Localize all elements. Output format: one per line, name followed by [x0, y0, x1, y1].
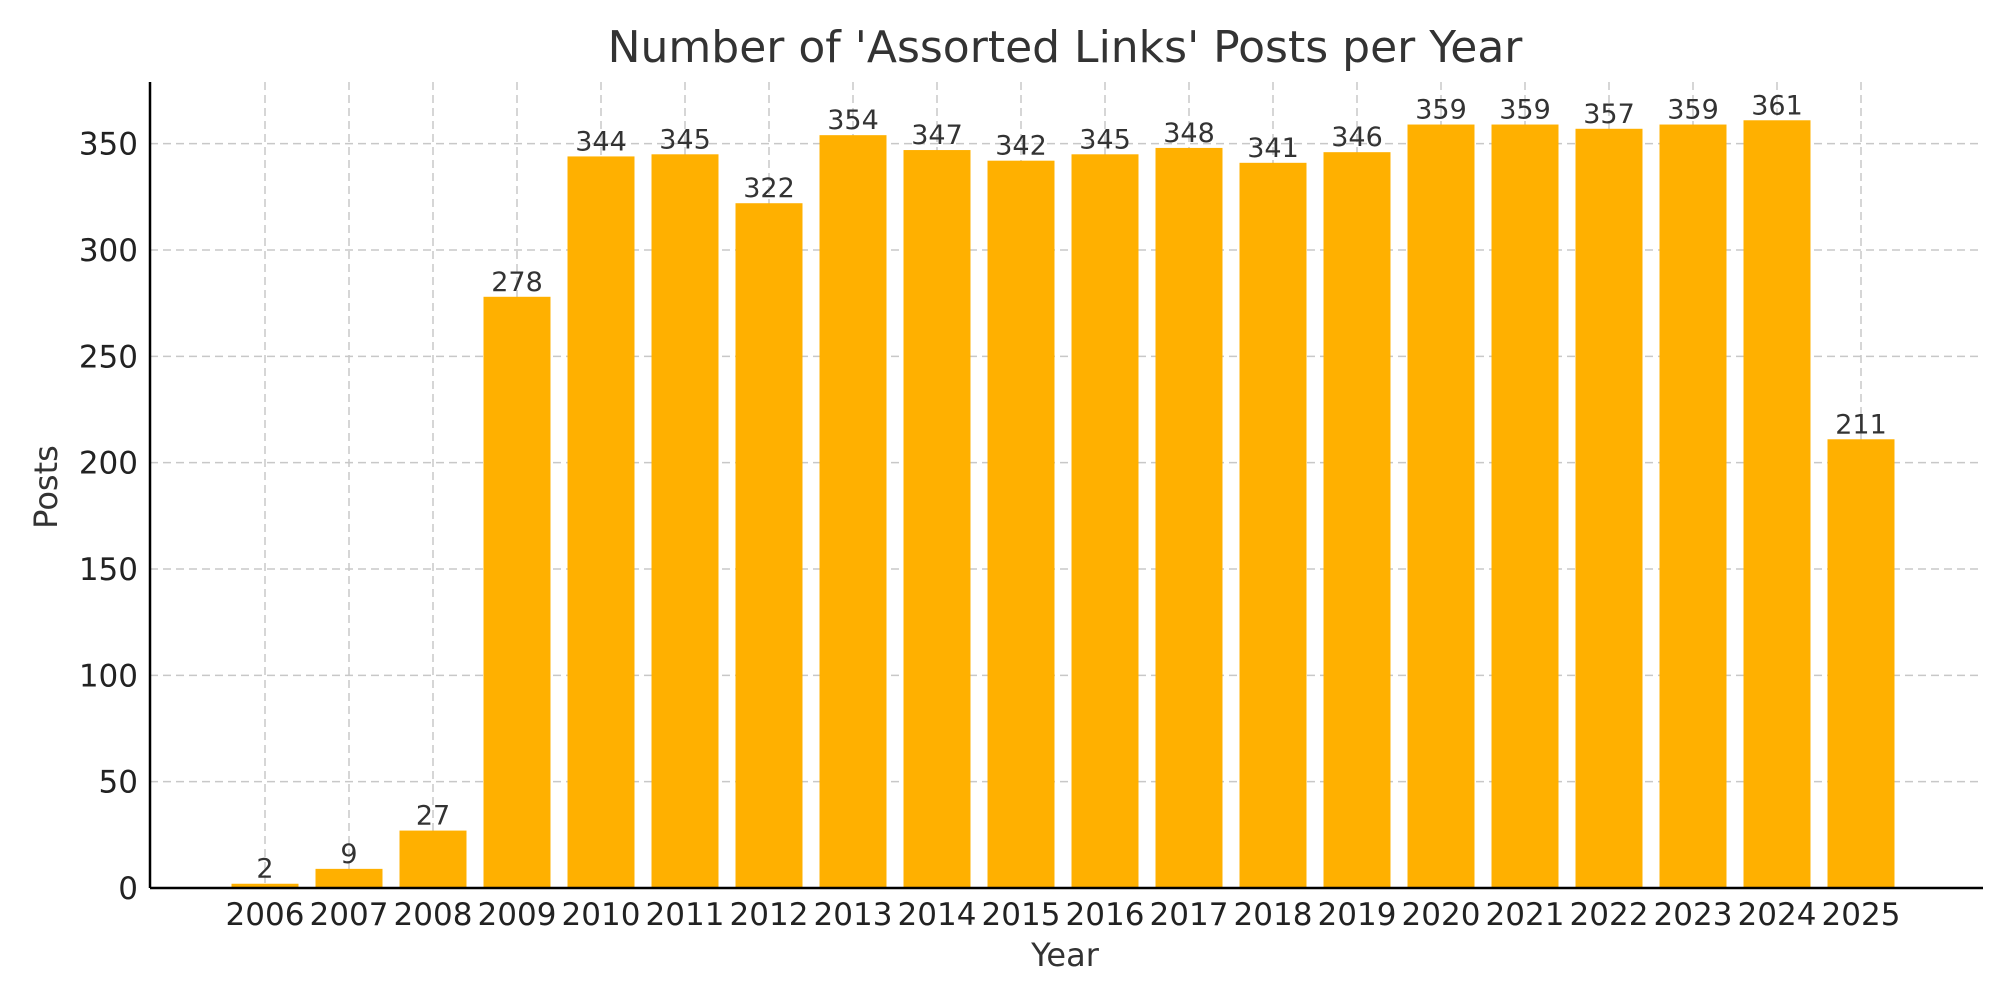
bar-2013	[819, 135, 887, 888]
x-tick-label-2025: 2025	[1822, 897, 1901, 933]
x-axis-label: Year	[1030, 936, 1100, 974]
x-tick-label-2017: 2017	[1150, 897, 1229, 933]
y-tick-label: 250	[79, 339, 138, 375]
bar-2020	[1407, 124, 1475, 889]
axes	[148, 82, 1983, 890]
data-label-2025: 211	[1835, 409, 1887, 440]
x-tick-label-2006: 2006	[226, 897, 305, 933]
data-label-2011: 345	[659, 124, 711, 155]
bar-2021	[1491, 124, 1559, 889]
data-label-2006: 2	[256, 854, 273, 885]
bar-2006	[231, 883, 299, 888]
x-tick-label-2024: 2024	[1738, 897, 1817, 933]
bar-2019	[1323, 152, 1391, 888]
x-tick-label-2020: 2020	[1402, 897, 1481, 933]
bars	[231, 120, 1895, 889]
bar-2011	[651, 154, 719, 888]
bar-2017	[1155, 147, 1223, 888]
bar-2022	[1575, 128, 1643, 889]
y-tick-label: 350	[79, 127, 138, 163]
data-label-2022: 357	[1583, 99, 1635, 130]
x-tick-label-2014: 2014	[898, 897, 977, 933]
data-label-2018: 341	[1247, 133, 1299, 164]
x-tick-label-2012: 2012	[730, 897, 809, 933]
y-tick-label: 200	[79, 446, 138, 482]
y-tick-label: 50	[99, 765, 138, 801]
data-label-2008: 27	[416, 801, 450, 832]
data-label-2023: 359	[1667, 95, 1719, 126]
chart-title: Number of 'Assorted Links' Posts per Yea…	[608, 22, 1524, 73]
data-label-2024: 361	[1751, 90, 1803, 121]
data-label-2009: 278	[491, 267, 543, 298]
bar-2015	[987, 160, 1055, 888]
x-tick-label-2021: 2021	[1486, 897, 1565, 933]
x-tick-label-2015: 2015	[982, 897, 1061, 933]
data-label-2021: 359	[1499, 95, 1551, 126]
y-tick-labels: 0 50 100 150 200 250 300 350	[79, 127, 138, 907]
bar-2012	[735, 203, 803, 888]
y-tick-label: 100	[79, 658, 138, 694]
y-tick-label: 0	[118, 871, 138, 907]
data-label-2007: 9	[340, 839, 357, 870]
bar-2025	[1827, 439, 1895, 888]
x-tick-label-2023: 2023	[1654, 897, 1733, 933]
data-label-2017: 348	[1163, 118, 1215, 149]
data-label-2012: 322	[743, 173, 795, 204]
x-tick-label-2018: 2018	[1234, 897, 1313, 933]
data-label-2019: 346	[1331, 122, 1383, 153]
data-labels: 2 9 27 278 344 345 322 354 347 342 345 348 341 346 359…	[256, 90, 1886, 884]
x-tick-label-2013: 2013	[814, 897, 893, 933]
x-tick-labels: 2006 2007 2008 2009 2010 2011 2012 2013 2014 2015…	[226, 897, 1901, 933]
y-tick-label: 150	[79, 552, 138, 588]
x-tick-label-2010: 2010	[562, 897, 641, 933]
bar-2007	[315, 868, 383, 888]
bar-2018	[1239, 162, 1307, 888]
data-label-2014: 347	[911, 120, 963, 151]
data-label-2013: 354	[827, 105, 879, 136]
x-tick-label-2009: 2009	[478, 897, 557, 933]
bar-2024	[1743, 120, 1811, 889]
y-axis-label: Posts	[27, 445, 65, 529]
x-tick-label-2007: 2007	[310, 897, 389, 933]
x-tick-label-2019: 2019	[1318, 897, 1397, 933]
x-tick-label-2016: 2016	[1066, 897, 1145, 933]
bar-2016	[1071, 154, 1139, 888]
bar-2008	[399, 830, 467, 888]
y-tick-label: 300	[79, 233, 138, 269]
bar-2009	[483, 296, 551, 888]
data-label-2016: 345	[1079, 124, 1131, 155]
x-tick-label-2008: 2008	[394, 897, 473, 933]
bar-2010	[567, 156, 635, 888]
x-tick-label-2011: 2011	[646, 897, 725, 933]
bar-2023	[1659, 124, 1727, 889]
bar-2014	[903, 150, 971, 889]
data-label-2010: 344	[575, 126, 627, 157]
x-tick-label-2022: 2022	[1570, 897, 1649, 933]
data-label-2015: 342	[995, 131, 1047, 162]
data-label-2020: 359	[1415, 95, 1467, 126]
